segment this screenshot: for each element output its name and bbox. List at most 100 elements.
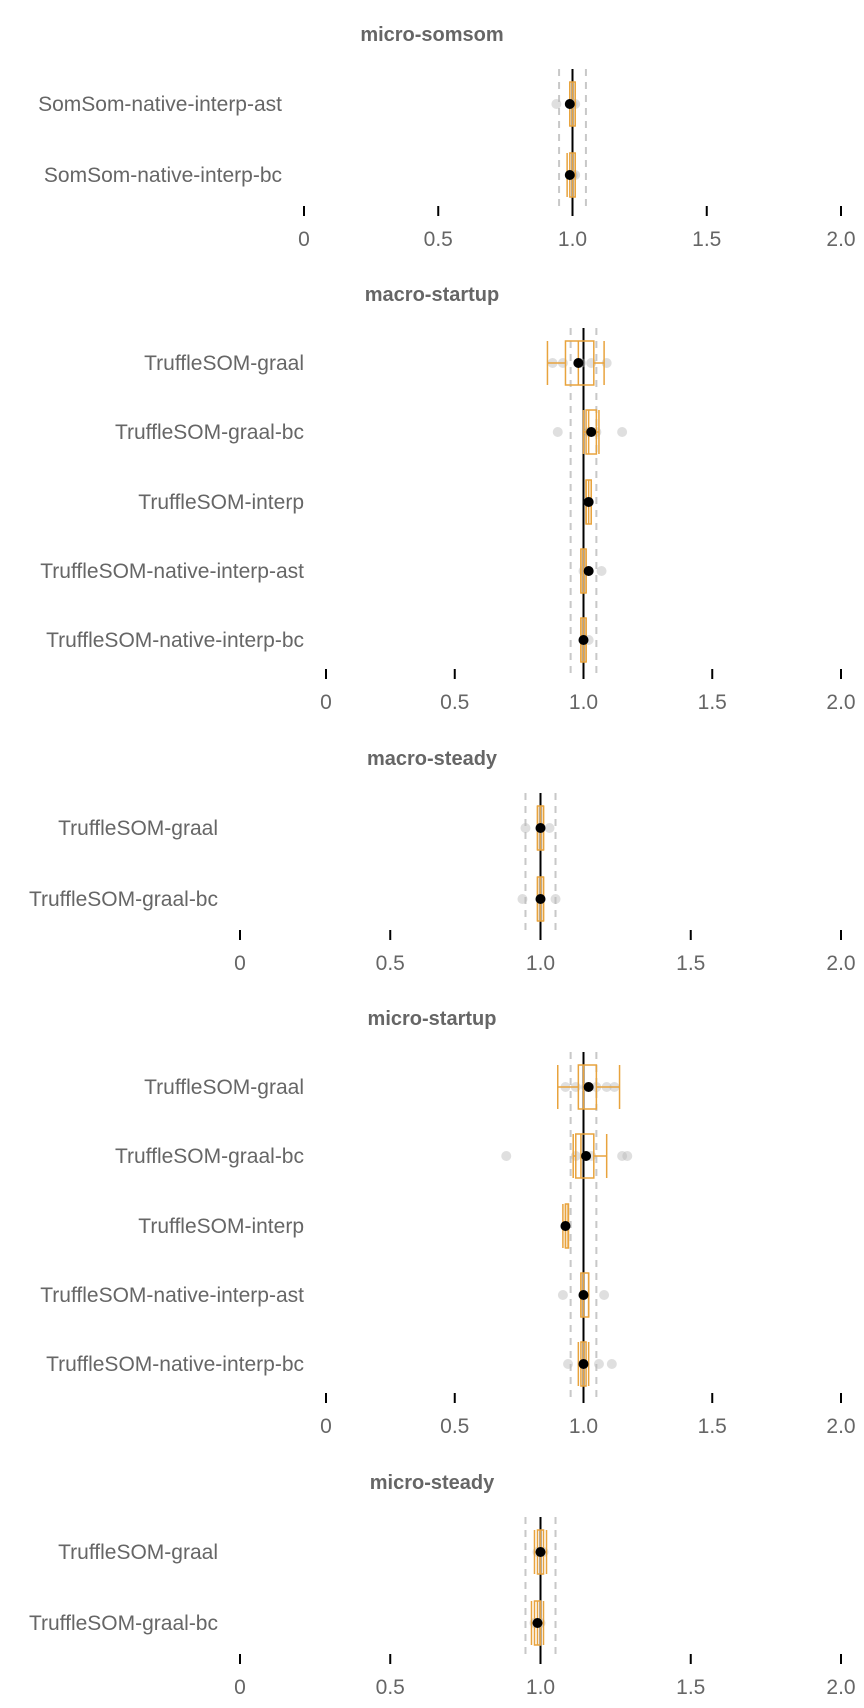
data-point xyxy=(617,1151,628,1161)
data-point xyxy=(517,894,528,904)
x-tick-label: 1.5 xyxy=(692,228,721,251)
panel-micro-somsom: micro-somsom SomSom-native-interp-ast SomS… xyxy=(38,24,856,251)
data-point xyxy=(552,427,563,437)
panel-title: micro-steady xyxy=(370,1472,495,1494)
mean-marker xyxy=(564,99,575,109)
panel-macro-steady: macro-steady TruffleSOM-graal TruffleSOM-g… xyxy=(29,748,856,975)
mean-marker xyxy=(532,1618,543,1628)
data-point xyxy=(593,1359,604,1369)
mean-marker xyxy=(583,566,594,576)
row: TruffleSOM-graal xyxy=(144,1064,621,1110)
x-tick-label: 0.5 xyxy=(440,1415,469,1438)
mean-marker xyxy=(535,894,546,904)
x-tick-label: 1.5 xyxy=(676,952,705,975)
row-label: TruffleSOM-interp xyxy=(138,1215,304,1238)
data-point xyxy=(599,1290,610,1300)
data-point xyxy=(622,1151,633,1161)
row-label: TruffleSOM-native-interp-ast xyxy=(40,1284,304,1307)
row: TruffleSOM-native-interp-ast xyxy=(40,1272,610,1318)
panel-title: macro-startup xyxy=(365,284,499,306)
data-point xyxy=(606,1359,617,1369)
x-tick-label: 0 xyxy=(320,691,332,714)
data-point xyxy=(544,823,555,833)
box xyxy=(577,1064,598,1110)
mean-marker xyxy=(573,358,584,368)
row-label: TruffleSOM-native-interp-bc xyxy=(46,629,304,652)
row-label: TruffleSOM-graal-bc xyxy=(29,1612,218,1635)
row: TruffleSOM-graal-bc xyxy=(29,1600,546,1646)
data-point xyxy=(557,1290,568,1300)
data-point xyxy=(617,427,628,437)
x-tick-label: 1.0 xyxy=(569,1415,598,1438)
panel-title: micro-startup xyxy=(368,1008,497,1030)
data-point xyxy=(596,566,607,576)
x-tick-label: 0 xyxy=(320,1415,332,1438)
x-tick-label: 0 xyxy=(234,1676,246,1699)
mean-marker xyxy=(583,1082,594,1092)
row-label: TruffleSOM-native-interp-bc xyxy=(46,1353,304,1376)
x-tick-label: 1.0 xyxy=(558,228,587,251)
row-label: TruffleSOM-graal-bc xyxy=(29,888,218,911)
data-point xyxy=(550,894,561,904)
mean-marker xyxy=(578,635,589,645)
mean-marker xyxy=(578,1359,589,1369)
row-label: TruffleSOM-graal xyxy=(144,352,304,375)
x-tick-label: 1.0 xyxy=(526,1676,555,1699)
mean-marker xyxy=(581,1151,592,1161)
x-tick-label: 2.0 xyxy=(826,1676,855,1699)
row: TruffleSOM-graal-bc xyxy=(29,876,561,922)
mean-marker xyxy=(583,497,594,507)
row: SomSom-native-interp-ast xyxy=(38,81,581,127)
mean-marker xyxy=(535,1547,546,1557)
row-label: SomSom-native-interp-ast xyxy=(38,93,282,116)
row-label: TruffleSOM-graal xyxy=(58,817,218,840)
x-tick-label: 1.5 xyxy=(698,1415,727,1438)
row: TruffleSOM-graal xyxy=(144,340,612,386)
data-point xyxy=(520,823,531,833)
x-tick-label: 0.5 xyxy=(424,228,453,251)
row: TruffleSOM-interp xyxy=(138,1203,571,1249)
panel-title: macro-steady xyxy=(367,748,498,770)
x-tick-label: 0.5 xyxy=(440,691,469,714)
row-label: TruffleSOM-native-interp-ast xyxy=(40,560,304,583)
panel-title: micro-somsom xyxy=(360,24,503,46)
x-tick-label: 0 xyxy=(234,952,246,975)
x-tick-label: 0 xyxy=(298,228,310,251)
box xyxy=(575,1133,595,1179)
row: SomSom-native-interp-bc xyxy=(44,152,581,198)
row-label: TruffleSOM-interp xyxy=(138,491,304,514)
mean-marker xyxy=(564,170,575,180)
row: TruffleSOM-native-interp-ast xyxy=(40,548,607,594)
x-tick-label: 2.0 xyxy=(826,228,855,251)
data-point xyxy=(551,99,562,109)
row: TruffleSOM-native-interp-bc xyxy=(46,617,594,663)
row: TruffleSOM-native-interp-bc xyxy=(46,1341,617,1387)
x-tick-label: 1.0 xyxy=(569,691,598,714)
x-tick-label: 1.5 xyxy=(676,1676,705,1699)
data-point xyxy=(563,1359,574,1369)
row: TruffleSOM-graal xyxy=(58,805,555,851)
row: TruffleSOM-graal xyxy=(58,1529,549,1575)
x-tick-label: 1.0 xyxy=(526,952,555,975)
x-tick-label: 2.0 xyxy=(826,1415,855,1438)
data-point xyxy=(501,1151,512,1161)
row-label: TruffleSOM-graal-bc xyxy=(115,1145,304,1168)
row-label: TruffleSOM-graal xyxy=(144,1076,304,1099)
x-tick-label: 2.0 xyxy=(826,691,855,714)
row: TruffleSOM-graal-bc xyxy=(115,1133,633,1179)
mean-marker xyxy=(535,823,546,833)
row: TruffleSOM-interp xyxy=(138,479,594,525)
mean-marker xyxy=(578,1290,589,1300)
x-tick-label: 0.5 xyxy=(376,1676,405,1699)
row-label: TruffleSOM-graal xyxy=(58,1541,218,1564)
panel-micro-steady: micro-steady TruffleSOM-graal TruffleSOM-g… xyxy=(29,1472,856,1699)
x-tick-label: 1.5 xyxy=(698,691,727,714)
mean-marker xyxy=(586,427,597,437)
row-label: TruffleSOM-graal-bc xyxy=(115,421,304,444)
x-tick-label: 0.5 xyxy=(376,952,405,975)
x-tick-label: 2.0 xyxy=(826,952,855,975)
box xyxy=(564,340,595,386)
row: TruffleSOM-graal-bc xyxy=(115,409,628,455)
box xyxy=(585,409,598,455)
